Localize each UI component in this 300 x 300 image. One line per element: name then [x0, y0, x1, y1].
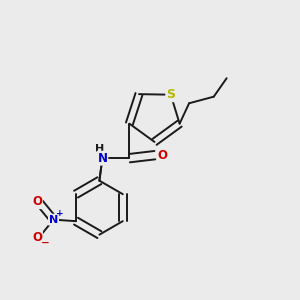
Text: −: − [41, 238, 50, 248]
Text: O: O [158, 149, 167, 162]
Text: N: N [98, 152, 107, 165]
Text: O: O [32, 231, 42, 244]
Text: +: + [56, 208, 64, 217]
Text: O: O [32, 195, 42, 208]
Text: H: H [95, 144, 105, 154]
Text: N: N [49, 215, 58, 225]
Text: S: S [166, 88, 175, 101]
